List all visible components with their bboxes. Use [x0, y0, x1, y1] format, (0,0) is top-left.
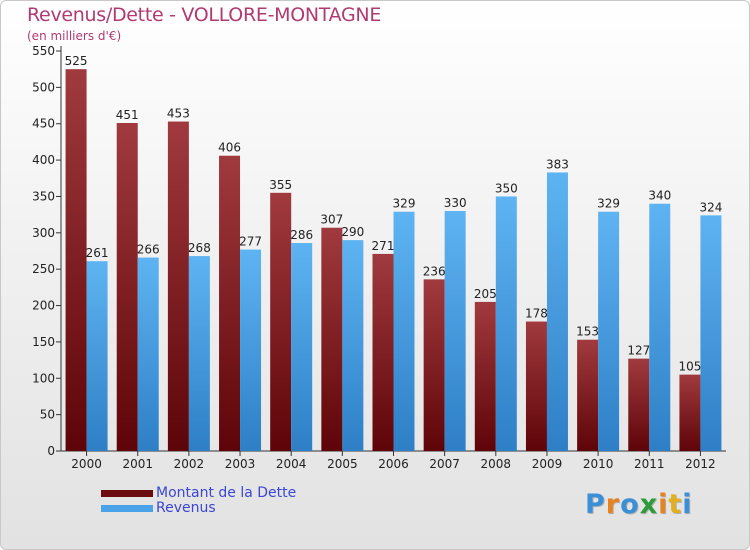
- bar-revenus: [393, 211, 415, 451]
- value-label-dette: 355: [269, 178, 292, 192]
- x-tick-label: 2007: [429, 457, 460, 471]
- x-tick-label: 2004: [276, 457, 307, 471]
- bar-dette: [321, 227, 343, 451]
- bar-dette: [219, 155, 241, 451]
- value-label-dette: 451: [116, 108, 139, 122]
- bar-revenus: [240, 249, 262, 451]
- bar-revenus: [188, 256, 210, 451]
- y-tick-label: 50: [40, 408, 55, 422]
- chart-subtitle: (en milliers d'€): [27, 29, 122, 43]
- bar-dette: [65, 69, 87, 451]
- x-tick-label: 2002: [174, 457, 205, 471]
- bars: [65, 69, 722, 452]
- value-label-dette: 205: [474, 287, 497, 301]
- y-tick-label: 0: [47, 444, 55, 458]
- y-tick-label: 350: [32, 189, 55, 203]
- value-label-revenus: 277: [239, 235, 262, 249]
- x-tick-label: 2012: [685, 457, 716, 471]
- bar-dette: [679, 374, 701, 451]
- bar-revenus: [546, 172, 568, 452]
- legend-swatch-debt: [101, 490, 153, 497]
- x-tick-label: 2006: [378, 457, 409, 471]
- brand-letter: r: [605, 489, 621, 520]
- bar-dette: [577, 339, 599, 451]
- brand-letter: t: [668, 489, 683, 520]
- value-label-revenus: 329: [393, 197, 416, 211]
- bar-revenus: [649, 203, 671, 451]
- x-tick-label: 2011: [634, 457, 665, 471]
- y-tick-label: 500: [32, 80, 55, 94]
- brand-logo: Proxiti: [585, 489, 693, 520]
- brand-letter: x: [639, 489, 659, 520]
- value-label-revenus: 330: [444, 196, 467, 210]
- y-tick-label: 400: [32, 153, 55, 167]
- x-tick-label: 2005: [327, 457, 358, 471]
- value-label-dette: 406: [218, 141, 241, 155]
- legend-swatch-revenus: [101, 505, 153, 512]
- value-label-revenus: 329: [597, 197, 620, 211]
- value-label-dette: 153: [576, 325, 599, 339]
- y-tick-label: 450: [32, 117, 55, 131]
- value-label-revenus: 268: [188, 241, 211, 255]
- chart-title: Revenus/Dette - VOLLORE-MONTAGNE: [27, 4, 382, 26]
- y-tick-label: 100: [32, 371, 55, 385]
- bar-dette: [167, 121, 189, 451]
- legend-label-debt: Montant de la Dette: [156, 485, 297, 501]
- y-tick-label: 250: [32, 262, 55, 276]
- bar-dette: [628, 358, 650, 451]
- bar-revenus: [495, 196, 517, 451]
- value-label-dette: 127: [627, 344, 650, 358]
- bar-dette: [116, 123, 138, 451]
- value-label-dette: 525: [65, 54, 88, 68]
- value-label-dette: 178: [525, 307, 548, 321]
- y-tick-label: 300: [32, 226, 55, 240]
- y-tick-label: 150: [32, 335, 55, 349]
- value-label-dette: 105: [678, 360, 701, 374]
- bar-revenus: [291, 243, 313, 451]
- bar-dette: [525, 321, 547, 451]
- brand-letter: o: [620, 489, 640, 520]
- brand-letter: i: [682, 489, 693, 520]
- bar-dette: [423, 279, 445, 451]
- bar-revenus: [700, 215, 722, 451]
- bar-revenus: [342, 240, 364, 451]
- bar-revenus: [137, 257, 159, 451]
- bar-revenus: [86, 261, 108, 451]
- x-tick-label: 2003: [225, 457, 256, 471]
- x-tick-label: 2008: [481, 457, 512, 471]
- bar-dette: [474, 301, 496, 451]
- brand-letter: P: [585, 489, 606, 520]
- value-label-dette: 307: [320, 213, 343, 227]
- x-tick-label: 2010: [583, 457, 614, 471]
- bar-dette: [270, 192, 292, 451]
- value-label-revenus: 350: [495, 181, 518, 195]
- y-tick-label: 550: [32, 44, 55, 58]
- brand-letter: i: [658, 489, 669, 520]
- value-label-revenus: 290: [341, 225, 364, 239]
- legend-label-revenus: Revenus: [156, 500, 216, 516]
- value-label-revenus: 266: [137, 243, 160, 257]
- value-label-dette: 453: [167, 107, 190, 121]
- value-label-revenus: 286: [290, 228, 313, 242]
- y-tick-label: 200: [32, 299, 55, 313]
- value-label-revenus: 383: [546, 157, 569, 171]
- value-label-revenus: 324: [699, 200, 722, 214]
- bar-revenus: [444, 211, 466, 451]
- value-label-revenus: 340: [648, 189, 671, 203]
- bar-dette: [372, 253, 394, 451]
- value-label-dette: 236: [423, 264, 446, 278]
- value-label-revenus: 261: [86, 246, 109, 260]
- x-tick-label: 2000: [71, 457, 102, 471]
- value-label-dette: 271: [372, 239, 395, 253]
- x-tick-label: 2001: [122, 457, 153, 471]
- x-tick-label: 2009: [532, 457, 563, 471]
- bar-revenus: [598, 211, 620, 451]
